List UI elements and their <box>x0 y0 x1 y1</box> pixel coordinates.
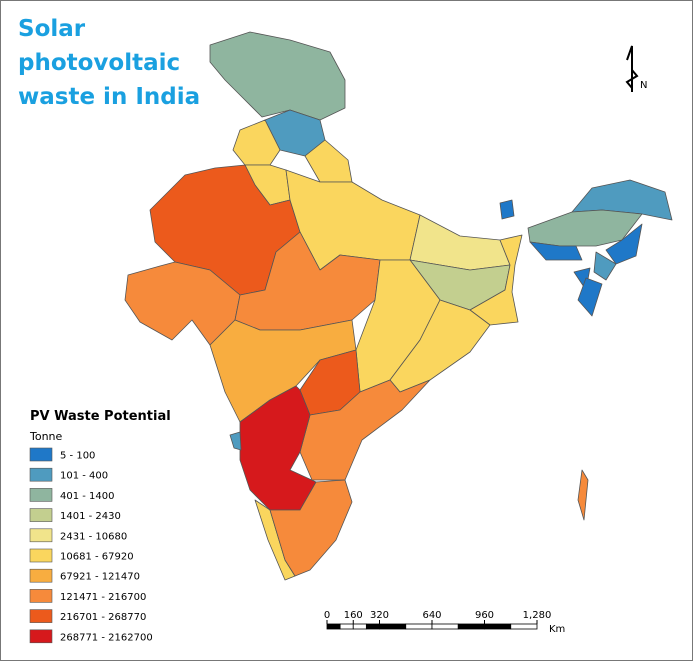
scale-segment <box>352 623 367 630</box>
legend-swatch <box>29 629 53 644</box>
scale-segment <box>405 623 433 630</box>
north-label: N <box>640 80 647 91</box>
title-line: waste in India <box>18 84 200 110</box>
legend-label: 401 - 1400 <box>60 491 115 502</box>
scale-tick-label: 160 <box>344 610 363 621</box>
scale-segment <box>379 623 407 630</box>
state <box>529 241 583 261</box>
scale-segment <box>484 623 512 630</box>
state <box>239 385 317 511</box>
scale-tick-label: 1,280 <box>523 610 552 621</box>
state <box>577 469 589 521</box>
scale-tick-label: 320 <box>370 610 389 621</box>
scale-tick-label: 960 <box>475 610 494 621</box>
scale-segment <box>457 623 485 630</box>
title-line: Solar <box>18 16 86 42</box>
legend-swatch <box>29 528 53 543</box>
legend-label: 10681 - 67920 <box>60 552 134 563</box>
legend-swatch <box>29 609 53 623</box>
legend-swatch <box>29 548 53 563</box>
state <box>299 379 431 481</box>
state <box>229 431 242 451</box>
scale-tick-label: 640 <box>422 610 441 621</box>
scale-tick-label: 0 <box>324 610 330 621</box>
state <box>304 139 353 183</box>
legend-label: 5 - 100 <box>60 451 95 462</box>
scale-segment <box>431 623 459 630</box>
title: Solar photovoltaic waste in India <box>18 16 200 110</box>
state <box>469 234 523 326</box>
legend-label: 101 - 400 <box>60 471 108 482</box>
legend-title: PV Waste Potential <box>30 409 171 424</box>
state <box>577 277 603 317</box>
legend-subtitle: Tonne <box>29 430 63 443</box>
state <box>593 251 617 281</box>
north-arrow: N <box>625 45 647 92</box>
scale-segment <box>326 623 341 630</box>
legend-swatch <box>29 508 53 522</box>
title-line: photovoltaic <box>18 50 180 76</box>
legend-swatch <box>29 568 53 583</box>
states <box>124 31 673 581</box>
legend-label: 2431 - 10680 <box>60 531 127 542</box>
state <box>499 199 515 220</box>
state <box>605 223 643 265</box>
scale-segment <box>510 623 538 630</box>
legend-swatch <box>29 488 53 502</box>
legend-swatch <box>29 467 53 482</box>
scale-segment <box>365 623 380 630</box>
scale-unit: Km <box>549 624 565 635</box>
legend-label: 216701 - 268770 <box>60 612 146 623</box>
legend-swatch <box>29 589 53 603</box>
legend-label: 121471 - 216700 <box>60 592 146 603</box>
legend-label: 67921 - 121470 <box>60 572 140 583</box>
legend-label: 1401 - 2430 <box>60 511 121 522</box>
state <box>269 479 353 577</box>
legend-swatch <box>29 447 53 462</box>
legend-label: 268771 - 2162700 <box>60 632 153 643</box>
scale-bar: 0 160 320 640 960 1,280 Km <box>324 610 566 635</box>
legend: PV Waste Potential Tonne 5 - 100 101 - 400 4… <box>29 409 171 643</box>
scale-segment <box>339 623 354 630</box>
